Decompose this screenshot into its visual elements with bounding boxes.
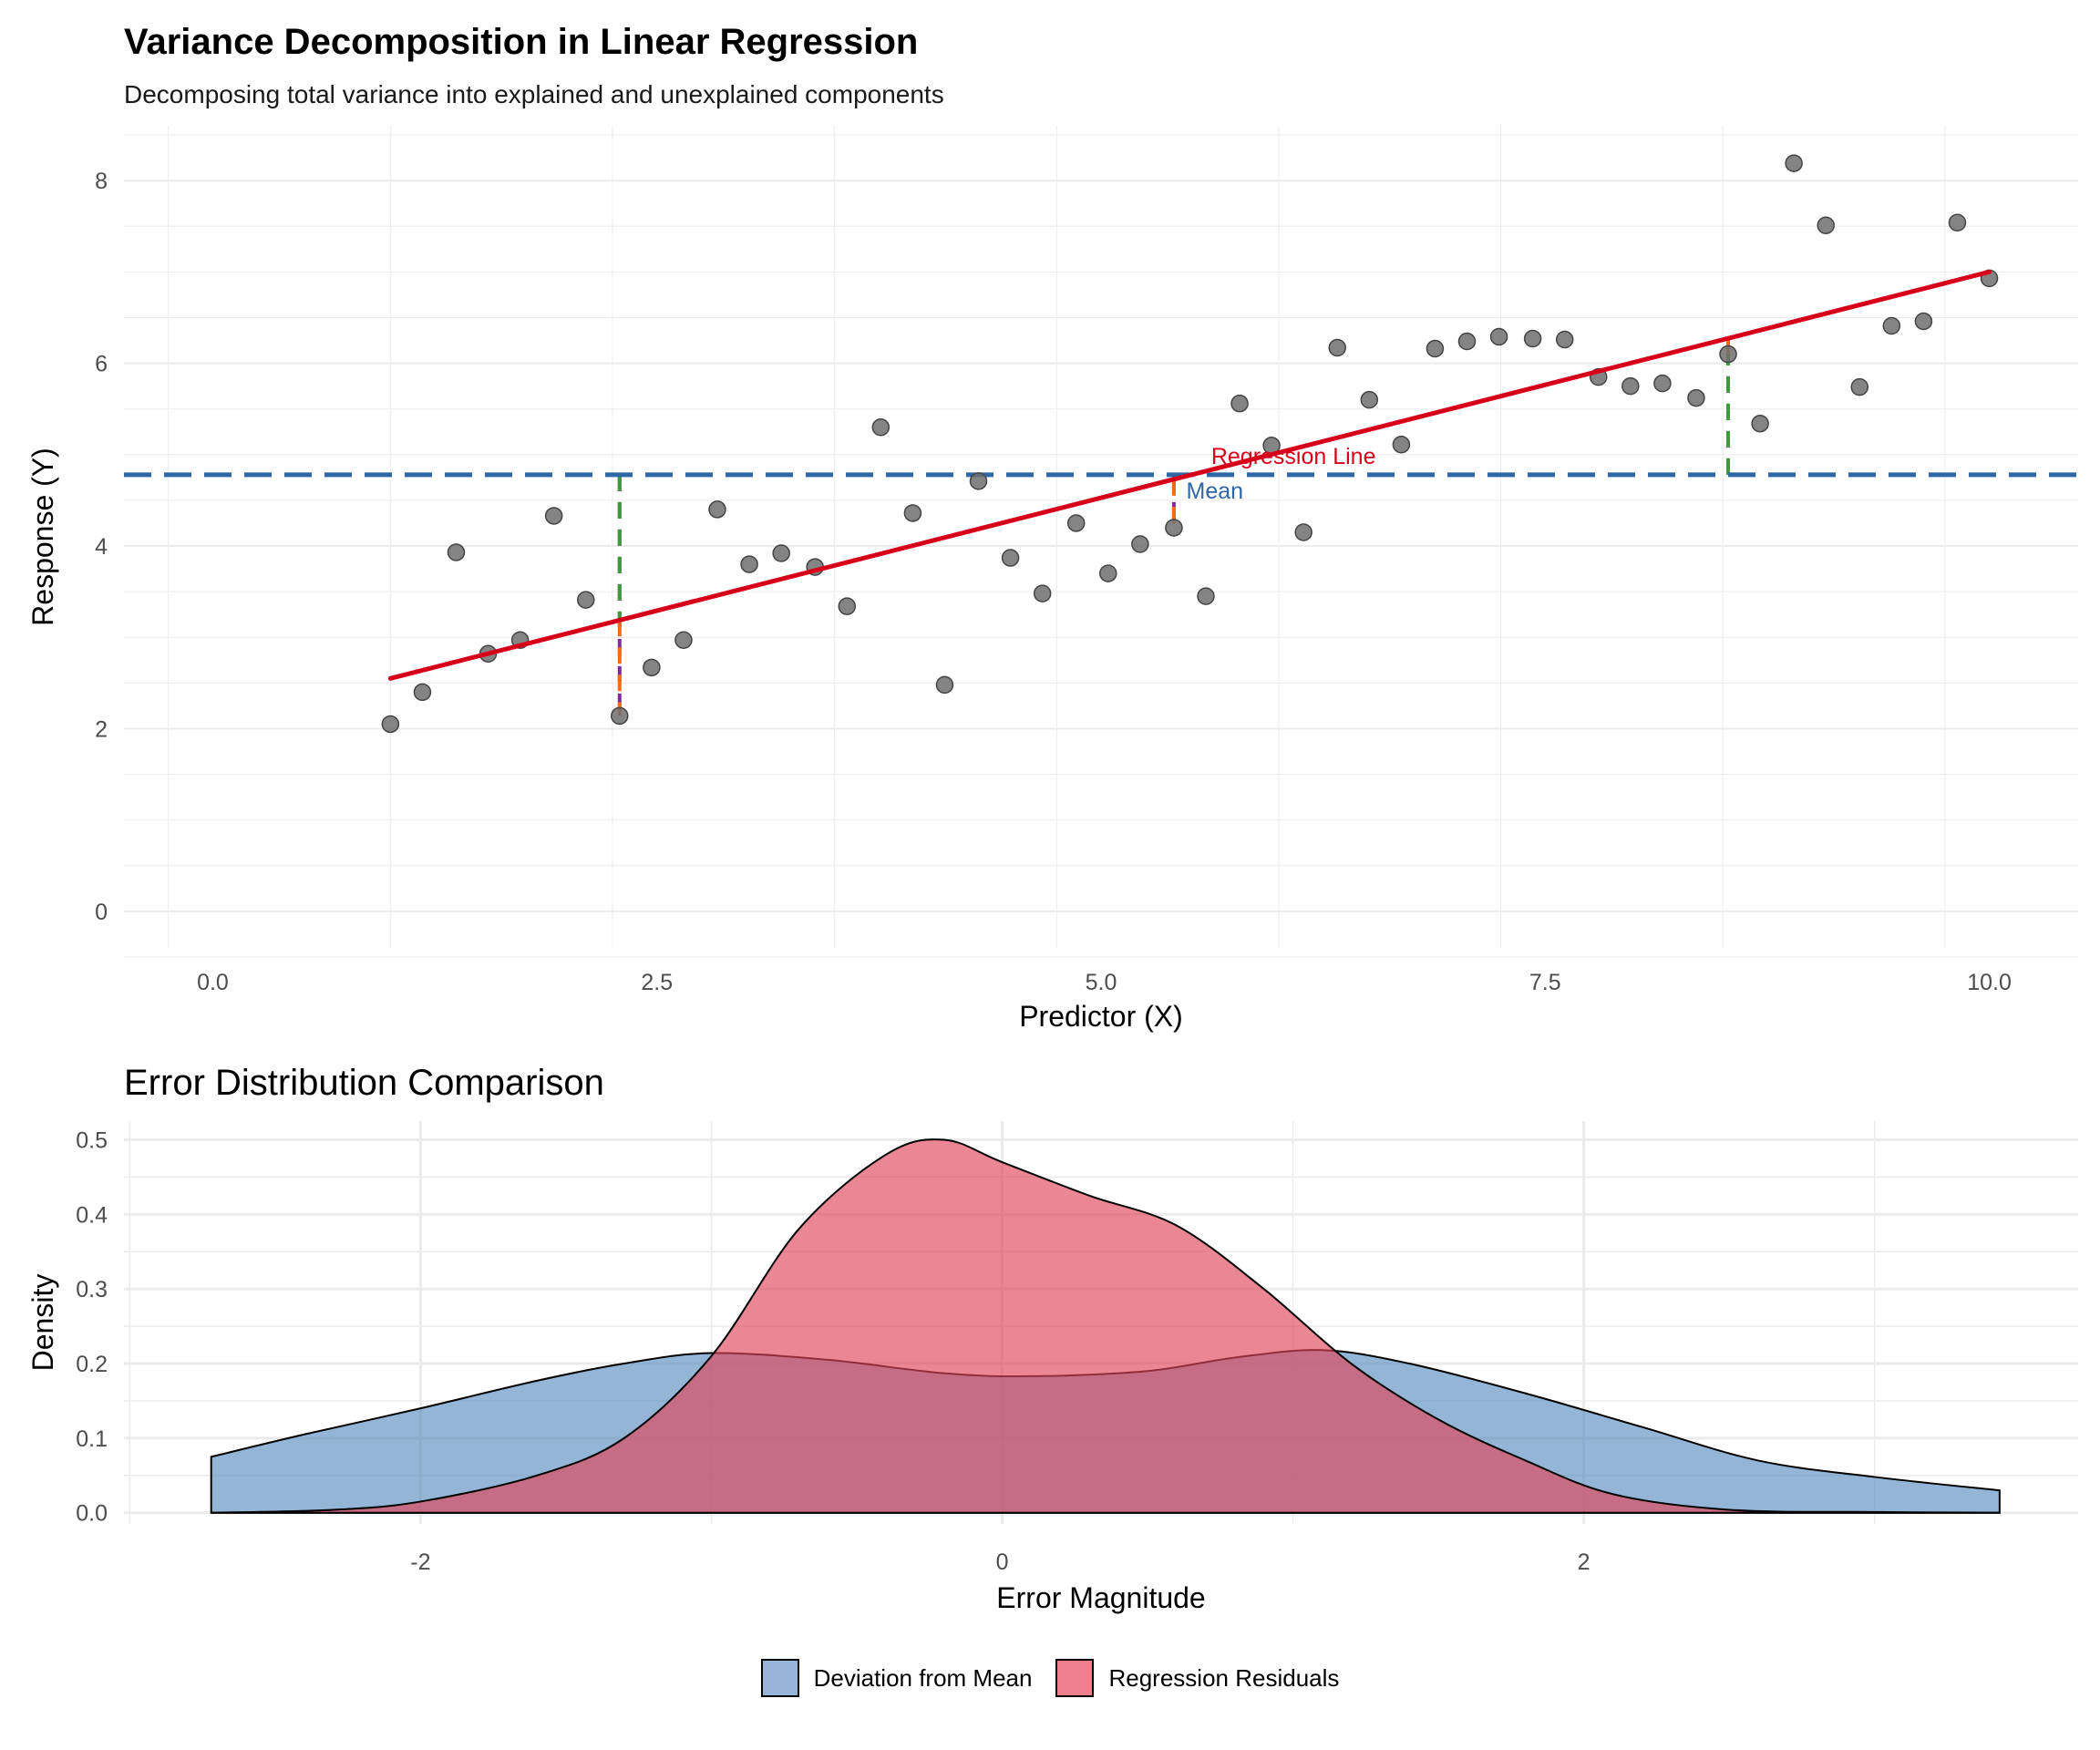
y-axis-label: Response (Y) bbox=[26, 448, 59, 626]
data-point bbox=[903, 504, 922, 522]
data-point bbox=[1687, 388, 1705, 407]
data-point bbox=[1523, 329, 1542, 348]
data-point bbox=[1785, 154, 1803, 172]
data-point bbox=[1817, 216, 1835, 234]
data-point bbox=[1230, 394, 1249, 413]
data-point bbox=[447, 543, 466, 561]
x-tick-label: 2 bbox=[1578, 1549, 1590, 1575]
x-tick-label: 10.0 bbox=[1967, 970, 2012, 995]
y-tick-label: 0.3 bbox=[76, 1277, 108, 1302]
data-point bbox=[1426, 339, 1445, 358]
data-point bbox=[1392, 436, 1411, 454]
data-point bbox=[611, 706, 629, 726]
data-point bbox=[544, 507, 563, 525]
data-point bbox=[1719, 345, 1737, 364]
data-point bbox=[1457, 332, 1477, 351]
x-tick-label: 0 bbox=[996, 1549, 1009, 1575]
data-point bbox=[1131, 535, 1149, 553]
data-point bbox=[1653, 374, 1672, 393]
data-point bbox=[1555, 330, 1574, 349]
x-tick-label: 2.5 bbox=[641, 970, 673, 995]
y-tick-label: 2 bbox=[95, 716, 108, 742]
data-point bbox=[935, 675, 954, 695]
y-tick-label: 4 bbox=[95, 534, 108, 560]
data-point bbox=[1882, 316, 1901, 335]
data-point bbox=[708, 500, 726, 519]
y-tick-label: 0.0 bbox=[76, 1501, 108, 1527]
y-tick-label: 0.4 bbox=[76, 1202, 108, 1228]
y-tick-label: 0.1 bbox=[76, 1426, 108, 1452]
data-point bbox=[1751, 414, 1769, 433]
density-chart-title: Error Distribution Comparison bbox=[124, 1063, 604, 1103]
data-point bbox=[1914, 312, 1933, 331]
legend-swatch-deviation bbox=[760, 1659, 799, 1697]
legend-item-residuals: Regression Residuals bbox=[1055, 1659, 1339, 1697]
x-tick-label: 0.0 bbox=[197, 970, 229, 995]
legend-label-residuals: Regression Residuals bbox=[1108, 1663, 1340, 1692]
chart-subtitle: Decomposing total variance into explaine… bbox=[124, 80, 944, 108]
legend-item-deviation: Deviation from Mean bbox=[760, 1659, 1033, 1697]
data-point bbox=[1197, 587, 1215, 605]
x-tick-label: 7.5 bbox=[1529, 970, 1561, 995]
y-tick-label: 0.2 bbox=[76, 1352, 108, 1377]
deviation-density-area bbox=[210, 1349, 2001, 1514]
y-tick-label: 8 bbox=[95, 169, 108, 194]
data-point bbox=[740, 555, 758, 573]
y-tick-label: 0 bbox=[95, 900, 108, 925]
x-tick-label: -2 bbox=[410, 1549, 430, 1575]
data-point bbox=[1489, 327, 1508, 346]
residual-density-area bbox=[211, 1138, 2000, 1514]
x-tick-label: 5.0 bbox=[1086, 970, 1117, 995]
legend-swatch-residuals bbox=[1055, 1659, 1095, 1697]
data-point bbox=[1621, 376, 1640, 396]
data-point bbox=[1360, 390, 1379, 409]
data-point bbox=[1099, 564, 1117, 582]
data-point bbox=[381, 715, 400, 734]
data-point bbox=[871, 417, 890, 437]
data-point bbox=[674, 631, 693, 650]
data-point bbox=[1001, 549, 1020, 567]
x-axis-label: Error Magnitude bbox=[996, 1581, 1205, 1614]
annotation-label: Mean bbox=[1187, 479, 1244, 504]
data-point bbox=[1328, 338, 1346, 357]
density-gridlines bbox=[124, 1121, 2078, 1524]
data-point bbox=[772, 544, 790, 562]
data-point bbox=[1850, 377, 1869, 396]
data-point bbox=[1294, 523, 1312, 541]
y-axis-label: Density bbox=[26, 1274, 59, 1372]
data-point bbox=[643, 658, 661, 677]
scatter-gridlines bbox=[124, 126, 2078, 958]
legend: Deviation from Mean Regression Residuals bbox=[0, 1659, 2100, 1697]
data-point bbox=[838, 597, 857, 615]
data-point bbox=[413, 683, 432, 702]
annotation-label: Regression Line bbox=[1211, 444, 1376, 469]
data-point bbox=[1033, 584, 1052, 602]
data-point bbox=[1165, 519, 1183, 537]
data-point bbox=[1948, 213, 1967, 232]
y-tick-label: 6 bbox=[95, 352, 108, 377]
data-point bbox=[577, 591, 595, 609]
regression-line bbox=[387, 269, 1992, 681]
y-tick-label: 0.5 bbox=[76, 1127, 108, 1153]
legend-label-deviation: Deviation from Mean bbox=[813, 1663, 1033, 1692]
scatter-plot: 0.0 2.5 5.0 7.5 10.0 0 2 4 6 8 Predictor (X) Respon… bbox=[26, 126, 2078, 1033]
data-point bbox=[1066, 514, 1086, 532]
data-point bbox=[969, 472, 988, 490]
chart-title: Variance Decomposition in Linear Regress… bbox=[124, 22, 919, 62]
x-axis-label: Predictor (X) bbox=[1019, 1000, 1183, 1033]
